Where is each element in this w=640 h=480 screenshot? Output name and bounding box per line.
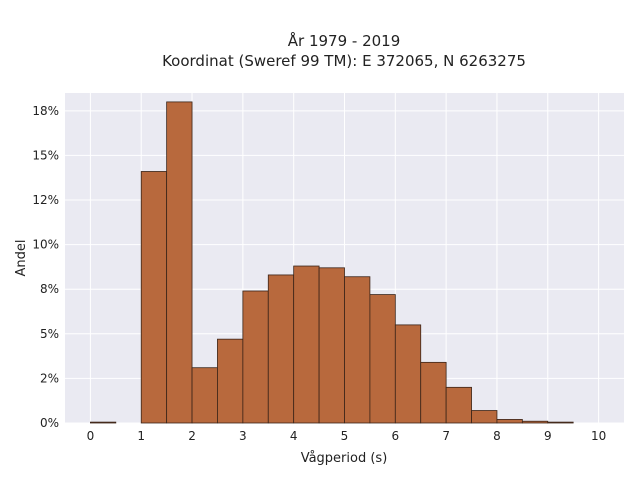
histogram-bar [547, 421, 574, 424]
histogram-bar [267, 274, 295, 424]
x-tick-label: 0 [87, 429, 95, 443]
y-tick-label: 0% [40, 416, 59, 430]
x-tick-label: 4 [290, 429, 298, 443]
chart-subtitle: Koordinat (Sweref 99 TM): E 372065, N 62… [162, 52, 526, 70]
histogram-bar [344, 276, 371, 424]
y-tick-label: 15% [32, 148, 59, 162]
histogram-bar [521, 420, 549, 424]
histogram-bar [90, 421, 117, 424]
x-tick-label: 2 [188, 429, 196, 443]
x-axis-label: Vågperiod (s) [301, 451, 388, 466]
x-tick-label: 1 [137, 429, 145, 443]
histogram-bar [293, 265, 320, 424]
x-tick-label: 9 [544, 429, 552, 443]
histogram-bar [166, 101, 193, 424]
y-tick-label: 8% [40, 282, 59, 296]
histogram-bar [445, 386, 472, 424]
bars-group [90, 101, 574, 424]
x-axis-ticks: 0 1 2 3 4 5 6 7 8 9 10 [87, 429, 607, 443]
histogram-bar [217, 338, 244, 424]
histogram-bar [394, 324, 422, 424]
y-tick-label: 5% [40, 327, 59, 341]
histogram-bar [242, 290, 269, 424]
y-axis-label: Andel [14, 240, 29, 277]
y-tick-label: 12% [32, 193, 59, 207]
histogram-bar [420, 361, 447, 424]
y-tick-label: 10% [32, 238, 59, 252]
chart-title: År 1979 - 2019 [288, 31, 401, 50]
x-tick-label: 3 [239, 429, 247, 443]
histogram-bar [496, 419, 523, 424]
y-axis-ticks: 0% 2% 5% 8% 10% 12% 15% 18% [32, 104, 59, 430]
x-tick-label: 7 [442, 429, 450, 443]
y-tick-label: 2% [40, 371, 59, 385]
histogram-bar [140, 171, 168, 424]
y-tick-label: 18% [32, 104, 59, 118]
x-tick-label: 8 [493, 429, 501, 443]
x-tick-label: 6 [391, 429, 399, 443]
histogram-bar [369, 294, 396, 424]
x-tick-label: 5 [341, 429, 349, 443]
histogram-bar [471, 410, 498, 424]
x-tick-label: 10 [591, 429, 606, 443]
histogram-bar [318, 267, 345, 424]
histogram-bar [191, 367, 218, 424]
